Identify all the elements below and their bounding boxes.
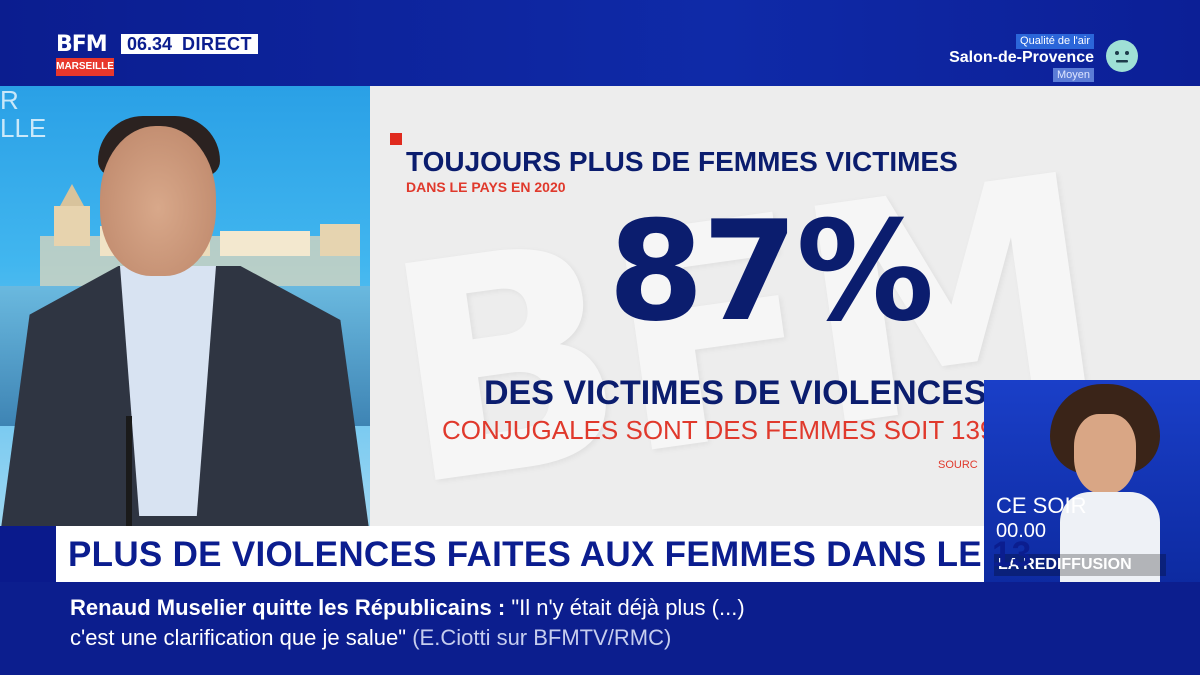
ticker-line-1: Renaud Muselier quitte les Républicains … (70, 594, 1170, 622)
air-quality-level: Moyen (1052, 68, 1094, 82)
promo-label: LA REDIFFUSION (994, 554, 1166, 576)
graphic-heading: TOUJOURS PLUS DE FEMMES VICTIMES (406, 146, 958, 177)
live-badge: DIRECT (182, 34, 253, 54)
promo-player-image (1050, 384, 1160, 584)
clock-box: 06.34 DIRECT (121, 34, 259, 54)
player-face (1074, 414, 1136, 494)
ticker-topic: Renaud Muselier quitte les Républicains (70, 595, 492, 620)
headline-bar: PLUS DE VIOLENCES FAITES AUX FEMMES DANS… (56, 526, 1032, 582)
ticker-source: (E.Ciotti sur BFMTV/RMC) (412, 625, 672, 650)
neutral-face-icon (1106, 40, 1138, 72)
presenter-face (100, 126, 216, 276)
microphone (126, 416, 132, 526)
channel-logo: BFM MARSEILLE (56, 33, 116, 81)
graphic-source: SOURC (938, 459, 978, 471)
headline-text: PLUS DE VIOLENCES FAITES AUX FEMMES DANS… (68, 535, 1032, 574)
red-square-marker (390, 133, 402, 145)
promo-ce-soir: CE SOIR (996, 493, 1087, 518)
promo-box: CE SOIR 00.00 LA REDIFFUSION (984, 380, 1200, 586)
news-ticker: Renaud Muselier quitte les Républicains … (0, 582, 1200, 675)
ticker-quote-2: c'est une clarification que je salue" (70, 625, 407, 650)
graphic-subheading: DANS LE PAYS EN 2020 (406, 179, 566, 195)
promo-time: 00.00 (996, 520, 1047, 542)
top-bar: BFM MARSEILLE 06.34 DIRECT Qualité de l'… (0, 0, 1200, 86)
studio-bg-text-2: LLE (0, 113, 47, 143)
ticker-line-2: c'est une clarification que je salue" (E… (70, 624, 1170, 652)
infographic-panel: BFM TOUJOURS PLUS DE FEMMES VICTIMES DAN… (370, 86, 1200, 526)
studio-background-text: R LLE (0, 86, 70, 146)
studio-video: R LLE (0, 86, 370, 526)
big-percentage: 87% (608, 191, 934, 352)
graphic-line-1: DES VICTIMES DE VIOLENCES (484, 374, 987, 412)
graphic-line-2: CONJUGALES SONT DES FEMMES SOIT 139 (442, 415, 995, 445)
air-quality-city: Salon-de-Provence (949, 49, 1094, 66)
logo-city: MARSEILLE (56, 58, 114, 76)
ticker-separator: : (491, 595, 512, 620)
player-shirt (1060, 492, 1160, 584)
studio-bg-text-1: R (0, 86, 19, 115)
logo-bfm: BFM (56, 32, 108, 57)
air-quality-widget: Qualité de l'air Salon-de-Provence Moyen (938, 34, 1138, 82)
air-quality-label: Qualité de l'air (1016, 34, 1094, 49)
ticker-quote-1: "Il n'y était déjà plus (...) (511, 595, 745, 620)
clock-time: 06.34 (127, 34, 173, 54)
